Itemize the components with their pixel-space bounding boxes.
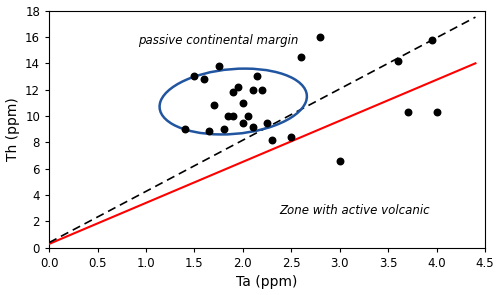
Point	[190, 74, 198, 79]
Point	[205, 128, 213, 133]
Point	[224, 114, 232, 118]
Point	[200, 77, 208, 81]
Text: passive continental margin: passive continental margin	[138, 35, 299, 47]
Point	[220, 127, 228, 132]
Point	[244, 114, 252, 118]
Point	[210, 103, 218, 108]
Point	[288, 135, 296, 140]
Point	[316, 35, 324, 39]
Point	[428, 37, 436, 42]
Point	[229, 114, 237, 118]
Point	[263, 120, 271, 125]
X-axis label: Ta (ppm): Ta (ppm)	[236, 276, 298, 289]
Point	[181, 127, 189, 132]
Point	[268, 137, 276, 142]
Point	[234, 85, 242, 89]
Text: Zone with active volcanic: Zone with active volcanic	[279, 204, 430, 217]
Point	[394, 58, 402, 63]
Y-axis label: Th (ppm): Th (ppm)	[6, 97, 20, 161]
Point	[248, 124, 256, 129]
Point	[297, 54, 305, 59]
Point	[254, 74, 262, 79]
Point	[336, 158, 344, 163]
Point	[214, 63, 222, 68]
Point	[239, 101, 247, 105]
Point	[229, 90, 237, 95]
Point	[239, 120, 247, 125]
Point	[404, 110, 411, 114]
Point	[258, 87, 266, 92]
Point	[432, 110, 440, 114]
Point	[248, 87, 256, 92]
